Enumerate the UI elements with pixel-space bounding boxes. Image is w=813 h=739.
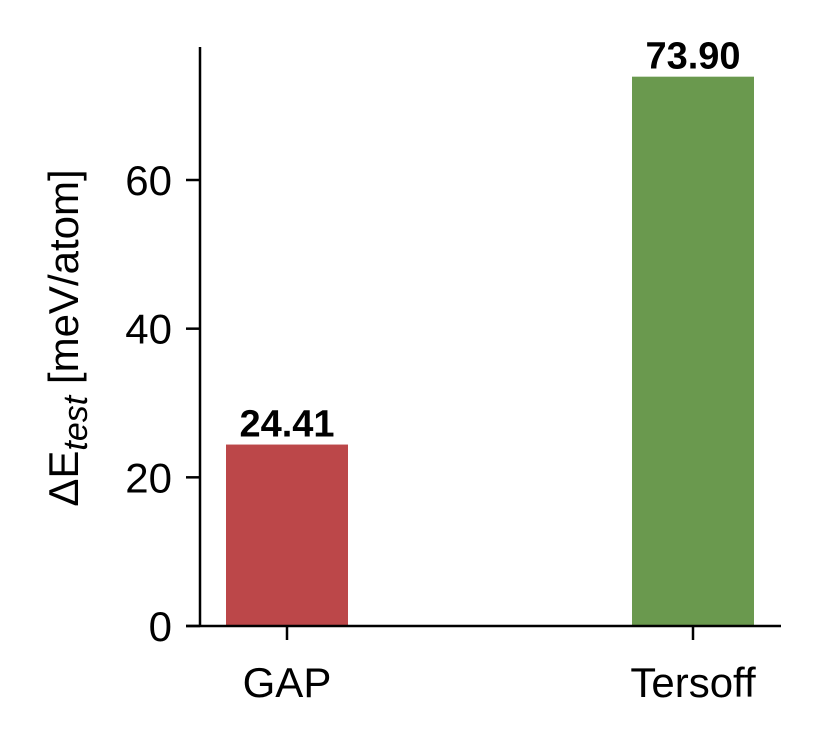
- x-tick-label: Tersoff: [630, 659, 756, 706]
- bar-tersoff: [632, 76, 754, 627]
- bar-gap: [226, 444, 348, 626]
- x-axis-ticks: GAP Tersoff: [243, 626, 756, 706]
- y-axis-title-main: ΔE: [40, 451, 87, 507]
- bar-value-label: 24.41: [239, 404, 334, 446]
- bars-group: [226, 76, 754, 627]
- y-tick-label: 60: [125, 157, 172, 204]
- x-tick-label: GAP: [243, 659, 332, 706]
- y-axis-title-subscript: test: [57, 394, 95, 450]
- y-axis-title: ΔEtest [meV/atom]: [40, 169, 95, 506]
- y-tick-label: 40: [125, 306, 172, 353]
- bar-value-labels: 24.41 73.90: [239, 36, 740, 446]
- bar-value-label: 73.90: [645, 36, 740, 78]
- y-tick-label: 20: [125, 454, 172, 501]
- y-axis-ticks: 0 20 40 60: [125, 157, 200, 650]
- y-axis-title-unit: [meV/atom]: [40, 169, 87, 395]
- y-tick-label: 0: [149, 603, 172, 650]
